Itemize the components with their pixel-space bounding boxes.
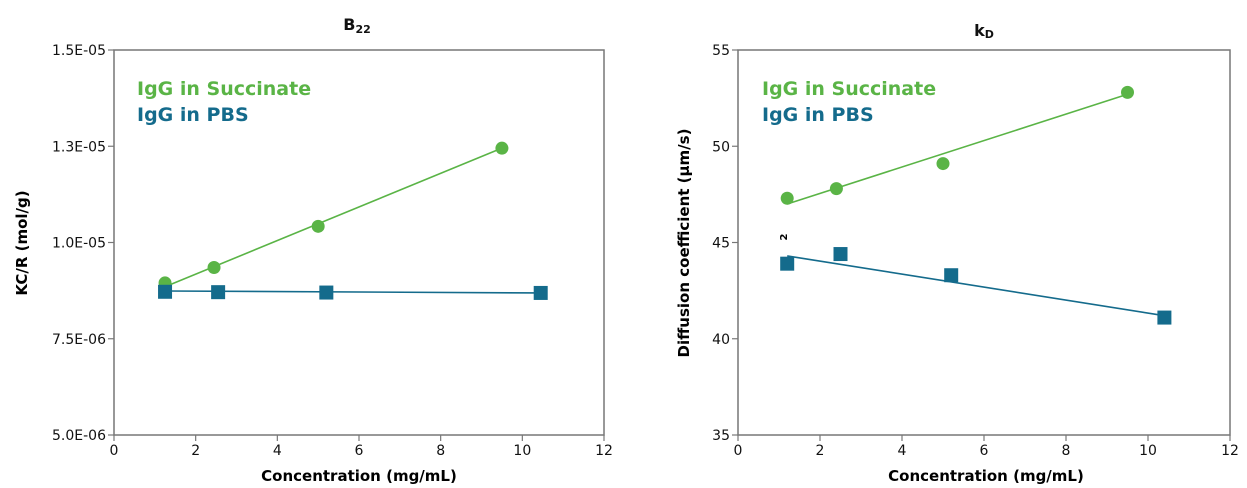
- chart-b22-x-tick-label: 8: [436, 443, 445, 459]
- chart-kd-x-tick-label: 0: [734, 443, 743, 459]
- chart-b22-succinate-fit-line: [164, 147, 503, 288]
- chart-kd-x-tick-label: 6: [980, 443, 989, 459]
- chart-kd-ticks: 0 2 4 6 8 10 12 35 40 45 50 55: [712, 43, 1239, 459]
- chart-b22-y-axis-label: KC/R (mol/g): [13, 190, 31, 295]
- chart-b22-x-tick-label: 10: [513, 443, 531, 459]
- chart-kd-x-tick-label: 2: [816, 443, 825, 459]
- chart-kd-x-tick-label: 10: [1139, 443, 1157, 459]
- chart-b22-x-tick-label: 6: [355, 443, 364, 459]
- chart-kd-title-subscript: D: [985, 28, 994, 41]
- chart-kd-fit-lines: [786, 93, 1165, 317]
- chart-b22: B22 0 2 4 6 8 10 12 5.0E-06 7.5E-06 1.0E-05 1.3E-0…: [13, 15, 613, 485]
- chart-kd-pbs-point: [833, 247, 848, 262]
- chart-kd-y-tick-label: 40: [712, 332, 730, 348]
- chart-b22-y-tick-label: 5.0E-06: [52, 428, 106, 444]
- chart-kd-y-axis-label: Diffusion coefficient (μm/s): [675, 129, 693, 358]
- chart-kd-x-tick-label: 12: [1221, 443, 1239, 459]
- chart-b22-pbs-point: [533, 285, 548, 300]
- chart-b22-x-tick-label: 2: [191, 443, 200, 459]
- chart-b22-fit-lines: [164, 147, 541, 294]
- chart-b22-y-tick-label: 1.0E-05: [52, 236, 106, 252]
- chart-kd-x-tick-label: 4: [898, 443, 907, 459]
- chart-b22-pbs-fit-line: [165, 290, 541, 294]
- chart-b22-y-tick-label: 7.5E-06: [52, 332, 106, 348]
- chart-kd-title: kD: [974, 21, 994, 41]
- chart-kd-pbs-point: [1157, 310, 1172, 325]
- chart-kd-legend-succinate: IgG in Succinate: [762, 78, 936, 100]
- chart-kd-succinate-point: [780, 191, 794, 205]
- chart-b22-ticks: 0 2 4 6 8 10 12 5.0E-06 7.5E-06 1.0E-05 1.3E-05 1.5…: [52, 43, 613, 459]
- chart-kd-pbs-fit-line: [787, 255, 1165, 317]
- chart-b22-pbs-point: [158, 284, 173, 299]
- chart-kd-x-tick-label: 8: [1062, 443, 1071, 459]
- chart-kd-pbs-point: [780, 256, 795, 271]
- chart-kd-succinate-point: [936, 157, 950, 171]
- chart-b22-pbs-point: [211, 285, 226, 300]
- chart-b22-legend-succinate: IgG in Succinate: [137, 78, 311, 100]
- chart-b22-x-axis-label: Concentration (mg/mL): [261, 467, 457, 485]
- chart-b22-title: B22: [343, 15, 371, 36]
- chart-kd-legend-pbs: IgG in PBS: [762, 104, 874, 126]
- chart-b22-y-tick-label: 1.5E-05: [52, 43, 106, 59]
- chart-kd-y-tick-label: 45: [712, 236, 730, 252]
- chart-kd-y-tick-label: 50: [712, 139, 730, 155]
- chart-b22-x-tick-label: 12: [595, 443, 613, 459]
- chart-b22-y-tick-label: 1.3E-05: [52, 139, 106, 155]
- chart-b22-markers: [158, 141, 548, 300]
- chart-b22-legend-pbs: IgG in PBS: [137, 104, 249, 126]
- chart-b22-pbs-point: [319, 285, 334, 300]
- chart-kd-markers: [780, 85, 1172, 325]
- chart-kd-succinate-point: [1121, 85, 1134, 99]
- chart-b22-succinate-point: [495, 141, 509, 155]
- chart-b22-x-tick-label: 4: [273, 443, 282, 459]
- chart-kd-pbs-point: [944, 268, 959, 283]
- chart-b22-succinate-point: [207, 261, 221, 275]
- chart-kd-annotation: 2: [779, 233, 790, 240]
- chart-b22-succinate-point: [311, 219, 325, 233]
- chart-kd-succinate-point: [829, 182, 843, 196]
- chart-kd-y-tick-label: 55: [712, 43, 730, 59]
- chart-kd-x-axis-label: Concentration (mg/mL): [888, 467, 1084, 485]
- chart-kd-y-tick-label: 35: [712, 428, 730, 444]
- chart-b22-title-subscript: 22: [355, 23, 370, 36]
- chart-kd-succinate-fit-line: [786, 93, 1128, 205]
- chart-b22-x-tick-label: 0: [110, 443, 119, 459]
